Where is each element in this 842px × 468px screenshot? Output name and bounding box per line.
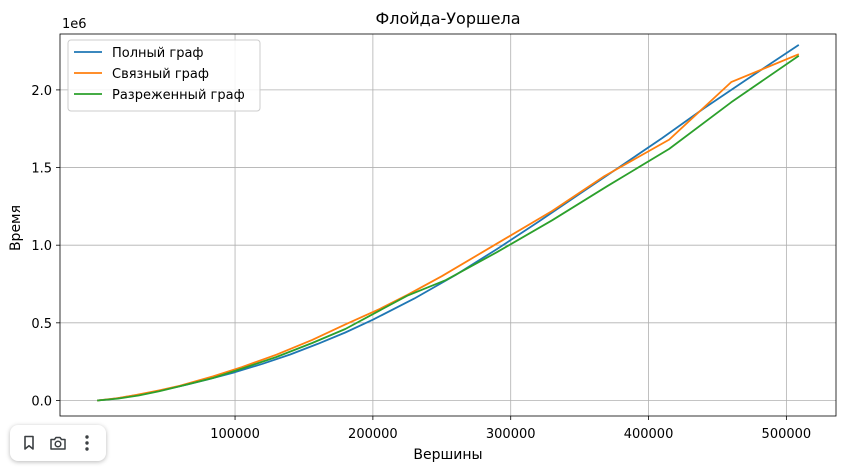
more-options-button[interactable] [74, 430, 100, 456]
bookmark-icon [23, 435, 34, 450]
chart-toolbar [10, 425, 106, 461]
plot-area-frame [59, 33, 837, 417]
x-tick-label: 300000 [486, 427, 536, 442]
y-tick-label: 1.0 [31, 239, 52, 254]
series-line-3 [97, 54, 800, 402]
x-tick-label: 200000 [348, 427, 398, 442]
chart-title: Флойда-Уоршела [375, 9, 520, 28]
x-tick-label: 500000 [762, 427, 812, 442]
legend-box [67, 39, 261, 112]
legend-label: Полный граф [112, 46, 204, 61]
grid [60, 34, 836, 416]
camera-icon [50, 436, 66, 450]
camera-button[interactable] [45, 430, 71, 456]
x-tick-label: 100000 [210, 427, 260, 442]
y-tick-label: 1.5 [31, 162, 52, 177]
x-tick-label: 400000 [624, 427, 674, 442]
legend-label: Связный граф [112, 67, 209, 82]
y-tick-label: 0.5 [31, 317, 52, 332]
series-lines [97, 44, 800, 402]
axis-ticks: 100000 200000 300000 400000 500000 0.0 0.5 1.0 1… [31, 84, 811, 442]
legend: Полный граф Связный граф Разреженный граф [67, 39, 261, 112]
x-axis-label: Вершины [413, 447, 482, 463]
y-tick-label: 0.0 [31, 394, 52, 409]
more-vertical-icon [85, 435, 90, 451]
bookmark-button[interactable] [16, 430, 42, 456]
legend-label: Разреженный граф [112, 88, 245, 103]
y-offset-label: 1e6 [62, 17, 87, 32]
y-tick-label: 2.0 [31, 84, 52, 99]
y-axis-label: Время [8, 205, 24, 251]
